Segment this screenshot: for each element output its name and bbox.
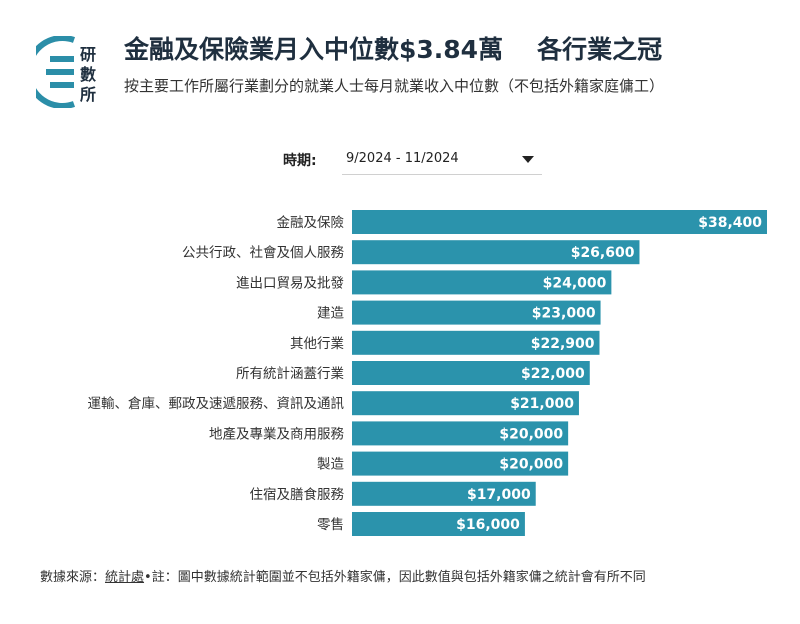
bar[interactable] [352,512,525,536]
source-link[interactable]: 統計處 [105,570,145,585]
category-label: 零售 [317,517,344,533]
category-label: 所有統計涵蓋行業 [236,366,344,382]
bar[interactable] [352,361,590,385]
bar-value-label: $38,400 [698,215,762,231]
period-dropdown[interactable]: 9/2024 - 11/2024 [342,146,542,175]
page-subtitle: 按主要工作所屬行業劃分的就業人士每月就業收入中位數（不包括外籍家庭傭工） [124,77,665,95]
bar[interactable] [352,421,569,446]
period-selected-value: 9/2024 - 11/2024 [346,151,459,166]
page-title: 金融及保險業月入中位數$3.84萬 各行業之冠 [124,30,696,66]
logo: 研 數 所 [36,36,96,108]
category-label: 公共行政、社會及個人服務 [182,245,344,261]
bar-value-label: $17,000 [467,487,531,503]
footer-prefix: 數據來源： [40,570,106,585]
bar[interactable] [352,240,640,265]
bar-value-label: $20,000 [499,457,563,473]
logo-text-3: 所 [80,85,96,104]
footer-note: 數據來源：統計處•註：圖中數據統計範圍並不包括外籍家傭，因此數值與包括外籍家傭之… [40,568,780,587]
logo-text-1: 研 [80,45,96,64]
bar-value-label: $22,000 [521,366,585,382]
period-label: 時期: [283,153,317,169]
bar[interactable] [352,451,569,476]
category-label: 金融及保險 [277,215,345,231]
footer-note-text: •註：圖中數據統計範圍並不包括外籍家傭，因此數值與包括外籍家傭之統計會有所不同 [144,570,646,585]
bar-value-label: $24,000 [543,275,607,291]
bar[interactable] [352,330,600,355]
bar-value-label: $26,600 [571,245,635,261]
category-label: 地產及專業及商用服務 [209,425,344,442]
bar-value-label: $20,000 [499,426,563,442]
bar-value-label: $16,000 [456,517,520,533]
bar[interactable] [352,210,767,234]
bar-value-label: $22,900 [531,336,595,352]
category-label: 建造 [317,306,344,322]
category-label: 住宿及膳食服務 [250,486,345,503]
bar-value-label: $23,000 [532,306,596,322]
bar[interactable] [352,270,612,295]
bar[interactable] [352,391,579,416]
chevron-down-icon [522,156,534,163]
title-tail: 各行業之冠 [537,35,663,64]
bar-value-label: $21,000 [510,396,574,412]
bar[interactable] [352,481,536,506]
logo-text-2: 數 [80,65,96,84]
category-label: 運輸、倉庫、郵政及速遞服務、資訊及通訊 [88,396,345,412]
bar-chart: 金融及保險 $38,400 公共行政、社會及個人服務 $26,600 進出口貿易及批發 $… [88,210,767,536]
category-label: 其他行業 [290,336,344,352]
category-label: 進出口貿易及批發 [236,275,344,291]
category-label: 製造 [317,457,344,473]
title-main: 金融及保險業月入中位數$3.84萬 [124,35,504,64]
bar[interactable] [352,300,601,325]
